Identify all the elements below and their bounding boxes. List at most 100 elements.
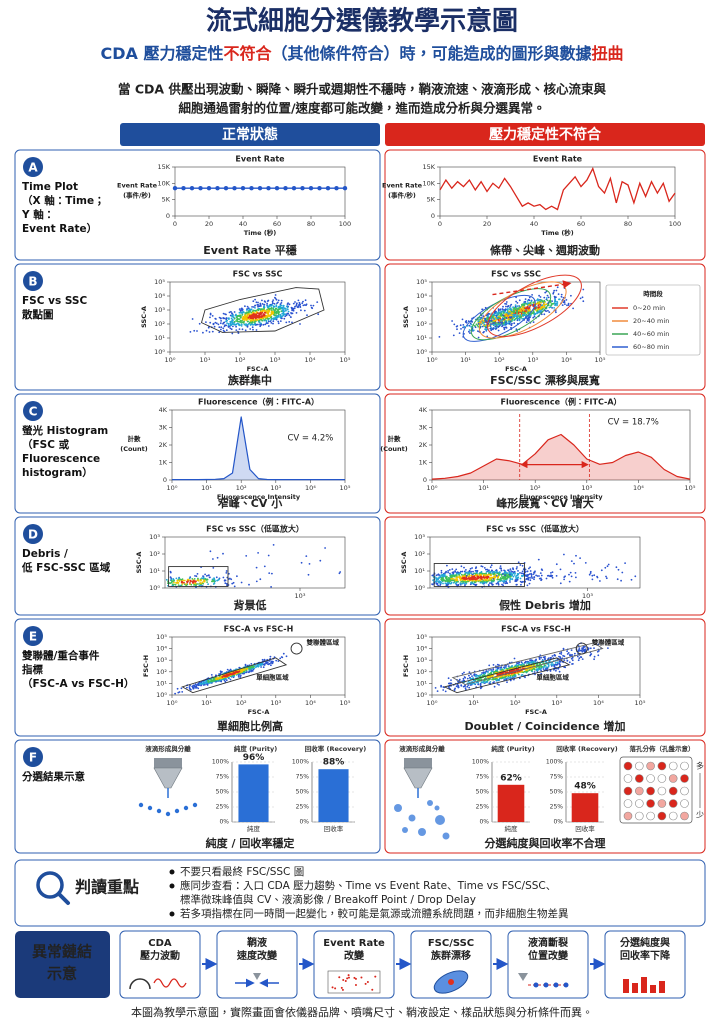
scatter-dot <box>219 322 222 325</box>
row-frame <box>14 739 381 854</box>
scatter-dot <box>503 328 506 331</box>
scatter-dot <box>517 312 520 314</box>
scatter-dot <box>235 329 238 331</box>
scatter-dot <box>496 314 499 316</box>
well <box>668 761 678 771</box>
scatter-dot <box>508 322 511 325</box>
well <box>657 799 667 808</box>
scatter-dot <box>593 658 595 661</box>
scatter-dot <box>515 300 517 303</box>
scatter-dot <box>274 294 277 296</box>
scatter-dot <box>220 328 222 331</box>
scatter-dot <box>581 296 584 299</box>
label: 10¹ <box>200 356 211 364</box>
scatter-dot <box>324 547 326 549</box>
label: 10³ <box>154 306 165 314</box>
scatter-dot <box>463 566 465 569</box>
scatter-dot <box>514 313 517 316</box>
scatter-dot <box>512 572 515 575</box>
scatter-dot <box>538 658 541 660</box>
scatter-dot <box>230 673 233 675</box>
scatter-dot <box>263 565 266 568</box>
scatter-dot <box>489 566 492 569</box>
scatter-dot <box>465 577 468 580</box>
scatter-dot <box>559 568 562 571</box>
scatter-dot <box>466 677 469 680</box>
scatter-dot <box>555 296 557 299</box>
label: 純度 <box>247 824 261 833</box>
scatter-dot <box>174 583 177 586</box>
scatter-dot <box>228 318 230 320</box>
scatter-dot <box>310 306 313 309</box>
scatter-dot <box>589 572 592 574</box>
scatter-dot <box>518 317 521 320</box>
label: 62% <box>500 773 522 783</box>
label: 10³ <box>270 484 281 492</box>
scatter-dot <box>507 308 509 310</box>
gauge <box>129 978 151 990</box>
droplet <box>442 832 450 840</box>
label: 10³ <box>414 533 425 541</box>
scatter-dot <box>185 583 188 585</box>
scatter-dot <box>537 558 540 561</box>
scatter-dot <box>478 319 481 321</box>
scatter-dot <box>444 582 447 585</box>
scatter-dot <box>497 580 500 583</box>
event-rate-point <box>283 186 288 191</box>
scatter-dot <box>220 320 223 322</box>
scatter-dot <box>552 663 555 666</box>
scatter-dot <box>596 575 598 578</box>
scatter-dot <box>269 660 271 662</box>
event-rate-point <box>342 186 348 191</box>
scatter-dot <box>455 581 458 584</box>
scatter-dot <box>464 687 467 690</box>
scatter-dot <box>591 578 594 581</box>
scatter-dot <box>494 325 497 327</box>
scatter-dot <box>556 300 558 303</box>
scatter-dot <box>258 663 260 666</box>
droplet <box>138 802 144 808</box>
doublet-gate <box>575 642 588 655</box>
scatter-dot <box>225 324 228 327</box>
scatter-dot <box>488 664 491 667</box>
scatter-dot <box>189 580 192 583</box>
scatter-dot <box>516 319 519 322</box>
scatter-dot <box>574 572 577 574</box>
scatter-dot <box>469 332 471 334</box>
scatter-dot <box>517 309 520 312</box>
scatter-dot <box>535 574 537 577</box>
scatter-dot <box>275 318 278 321</box>
scatter-dot <box>510 312 513 314</box>
scatter-dot <box>243 320 245 323</box>
scatter-dot <box>244 305 246 308</box>
scatter-dot <box>216 556 219 559</box>
scatter-dot <box>493 576 495 578</box>
label: Event Rate <box>235 155 285 164</box>
doublet-gate <box>290 642 303 655</box>
scatter-dot <box>491 678 493 681</box>
scatter-dot <box>257 323 259 326</box>
scatter-dot <box>218 331 221 334</box>
scatter-dot <box>488 682 491 685</box>
scatter-dot <box>280 299 283 302</box>
scatter-dot <box>527 309 530 312</box>
label: 10⁴ <box>305 484 316 492</box>
column-header-bg <box>120 123 380 146</box>
label: 背景低 <box>234 598 267 612</box>
scatter-dot <box>442 582 444 585</box>
scatter-dot <box>204 573 207 576</box>
scatter-dot <box>463 671 465 674</box>
scatter-dot <box>516 566 518 568</box>
label: 落孔分佈（孔盤示意） <box>630 744 695 753</box>
plot-area <box>431 409 691 481</box>
droplet <box>147 805 153 811</box>
scatter-dot <box>267 663 269 665</box>
scatter-dot <box>461 577 464 580</box>
scatter-dot <box>282 652 285 655</box>
scatter-dot <box>465 569 467 571</box>
scatter-dot <box>492 327 495 329</box>
scatter-dot <box>557 293 560 295</box>
scatter-dot <box>207 574 210 577</box>
well <box>657 774 667 783</box>
scatter-dot <box>536 668 538 670</box>
